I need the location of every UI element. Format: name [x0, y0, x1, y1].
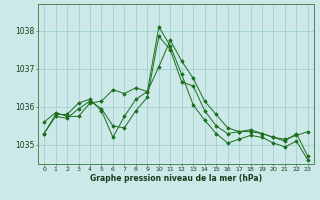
X-axis label: Graphe pression niveau de la mer (hPa): Graphe pression niveau de la mer (hPa) — [90, 174, 262, 183]
